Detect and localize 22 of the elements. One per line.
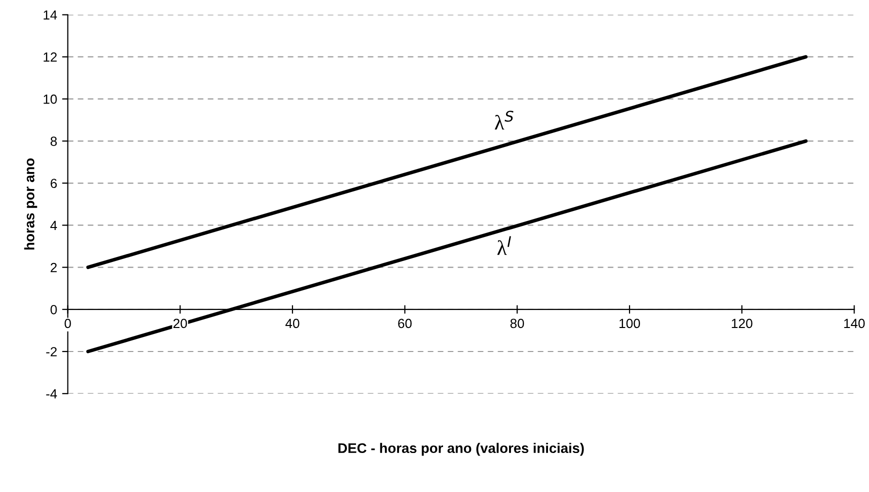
y-tick-label: 2: [50, 262, 57, 272]
x-axis-title: DEC - horas por ano (valores iniciais): [338, 442, 584, 456]
x-tick-label: 40: [285, 318, 300, 328]
y-tick-label: 12: [44, 52, 57, 62]
x-tick-label: 60: [398, 318, 412, 328]
annotation: λ$^{I}$: [497, 236, 511, 255]
annotation: λ$^{S}$: [494, 110, 514, 130]
y-tick-label: 14: [44, 10, 57, 20]
x-tick-label: 140: [844, 318, 865, 328]
x-tick-label: 20: [173, 318, 187, 328]
x-tick-label: 100: [620, 318, 640, 328]
y-tick-label: 8: [50, 136, 57, 146]
y-axis-title: horas por ano: [24, 158, 38, 250]
y-tick-label: 6: [50, 178, 57, 188]
y-tick-label: -2: [46, 347, 57, 356]
x-tick-label: 80: [510, 318, 524, 328]
x-tick-label: 120: [732, 318, 752, 328]
y-tick-label: 4: [50, 220, 57, 230]
y-tick-label: 10: [44, 94, 57, 104]
x-tick-label: 0: [64, 318, 71, 328]
y-tick-label: -4: [46, 389, 57, 398]
y-tick-label: 0: [50, 304, 57, 314]
